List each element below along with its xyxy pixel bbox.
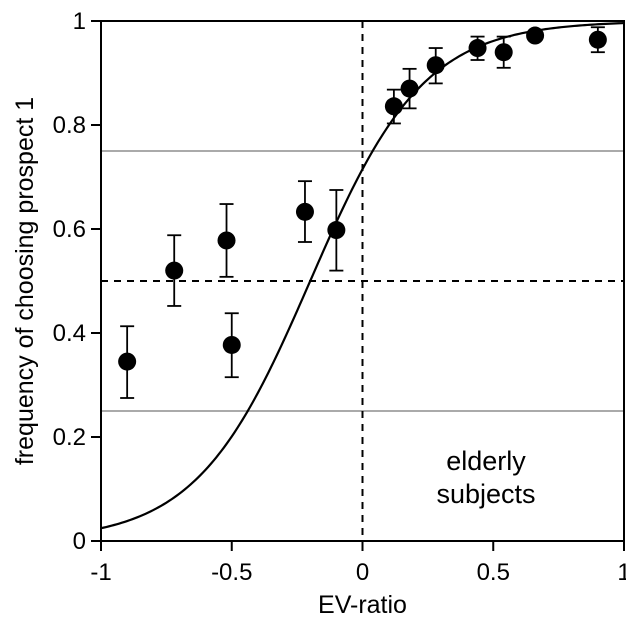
- x-tick-label-4: 1: [617, 559, 626, 586]
- data-point-11: [526, 26, 545, 45]
- y-tick-label-5: 1: [73, 8, 86, 35]
- x-tick-label-3: 0.5: [477, 559, 510, 586]
- error-bars: [120, 26, 605, 399]
- y-tick-label-4: 0.8: [53, 112, 86, 139]
- x-axis-label: EV-ratio: [318, 591, 407, 619]
- data-point-4: [295, 202, 314, 221]
- annotation-line-1: elderly: [446, 446, 526, 476]
- data-point-9: [468, 39, 487, 58]
- data-point-2: [217, 231, 236, 250]
- y-tick-label-0: 0: [73, 528, 86, 555]
- data-points: [118, 26, 607, 371]
- y-axis-ticks: 0 0.2 0.4 0.6 0.8 1: [53, 8, 101, 555]
- y-tick-label-1: 0.2: [53, 424, 86, 451]
- x-tick-label-1: -0.5: [211, 559, 252, 586]
- dashed-reference-lines: [101, 21, 624, 541]
- data-point-7: [400, 79, 419, 98]
- y-tick-label-2: 0.4: [53, 320, 86, 347]
- data-point-12: [588, 30, 607, 49]
- data-point-1: [165, 261, 184, 280]
- data-point-10: [494, 43, 513, 62]
- y-tick-label-3: 0.6: [53, 216, 86, 243]
- x-tick-label-2: 0: [356, 559, 369, 586]
- x-axis-ticks: -1 -0.5 0 0.5 1: [90, 541, 626, 586]
- data-point-6: [384, 97, 403, 116]
- data-point-8: [426, 56, 445, 75]
- y-axis-label: frequency of choosing prospect 1: [11, 97, 39, 465]
- data-point-5: [327, 221, 346, 240]
- x-tick-label-0: -1: [90, 559, 111, 586]
- data-point-3: [222, 335, 241, 354]
- data-point-0: [118, 352, 137, 371]
- annotation-line-2: subjects: [436, 479, 535, 509]
